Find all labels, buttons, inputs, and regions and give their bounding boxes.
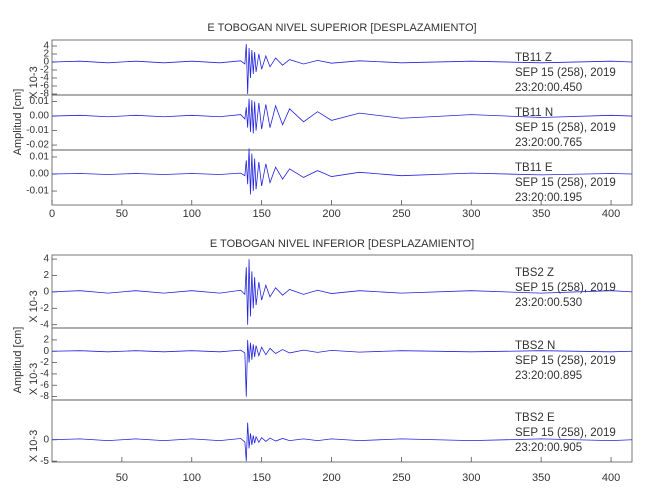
x-tick-label: 200 [322,472,340,484]
scale-label: X 10-3 [28,290,40,322]
trace-date: SEP 15 (258), 2019 [515,122,616,134]
trace-time: 23:20:00.905 [515,442,582,454]
x-tick-label: 250 [392,472,410,484]
x-tick-label: 50 [116,472,128,484]
x-tick-label: 100 [183,472,201,484]
y-tick-label: -2 [40,357,49,368]
y-tick-label: 0 [43,57,49,68]
waveform [51,98,633,134]
y-tick-label: 2 [43,49,49,60]
chart-title: E TOBOGAN NIVEL INFERIOR [DESPLAZAMIENTO… [210,238,474,250]
trace-date: SEP 15 (258), 2019 [515,355,616,367]
waveform [51,43,633,95]
x-tick-label: 300 [462,208,480,220]
y-tick-label: 4 [43,41,49,52]
x-tick-label: 150 [252,472,270,484]
y-tick-label: 2 [43,335,49,346]
y-tick-label: -6 [40,81,49,92]
y-tick-label: 0 [43,434,49,445]
trace-time: 23:20:00.450 [515,82,582,94]
y-tick-label: -8 [40,89,49,100]
x-tick-label: 150 [252,208,270,220]
trace-station: TBS2 Z [515,267,554,279]
y-tick-label: 0 [43,287,49,298]
x-tick-label: 100 [183,208,201,220]
trace-station: TB11 Z [515,52,552,64]
y-tick-label: 0.01 [30,152,50,163]
x-tick-label: 350 [532,472,550,484]
waveform [51,422,633,462]
y-tick-label: 0.00 [30,169,50,180]
y-axis-label: Amplitud [cm] [12,89,24,156]
waveform [51,259,633,325]
trace-time: 23:20:00.195 [515,192,582,204]
y-tick-label: -4 [40,369,49,380]
y-tick-label: 0.00 [30,111,50,122]
y-tick-label: -0.01 [26,186,49,197]
waveform [51,339,633,397]
panel-frame [51,399,633,463]
y-tick-label: -8 [40,391,49,402]
y-tick-label: -0.01 [26,125,49,136]
y-tick-label: -2 [40,65,49,76]
trace-date: SEP 15 (258), 2019 [515,67,616,79]
y-tick-label: -4 [40,73,49,84]
trace-time: 23:20:00.765 [515,137,582,149]
y-axis-label: Amplitud [cm] [12,327,24,394]
y-tick-label: -4 [40,319,49,330]
y-tick-label: 0 [43,346,49,357]
trace-station: TBS2 E [515,412,555,424]
x-tick-label: 0 [49,208,55,220]
y-tick-label: -5 [40,456,49,467]
scale-label: X 10-3 [28,66,40,98]
x-tick-label: 300 [462,472,480,484]
y-tick-label: -6 [40,380,49,391]
x-tick-label: 50 [116,208,128,220]
trace-date: SEP 15 (258), 2019 [515,282,616,294]
y-tick-label: 2 [43,270,49,281]
scale-label: X 10-3 [28,363,40,395]
trace-date: SEP 15 (258), 2019 [515,427,616,439]
x-tick-label: 400 [602,208,620,220]
chart-title: E TOBOGAN NIVEL SUPERIOR [DESPLAZAMIENTO… [207,22,476,34]
trace-date: SEP 15 (258), 2019 [515,177,616,189]
x-tick-label: 250 [392,208,410,220]
x-tick-label: 400 [602,472,620,484]
panel-frame [51,149,633,206]
trace-time: 23:20:00.530 [515,297,582,309]
y-tick-label: 0.01 [30,96,50,107]
x-tick-label: 200 [322,208,340,220]
trace-station: TB11 E [515,162,553,174]
y-tick-label: -2 [40,303,49,314]
x-tick-label: 350 [532,208,550,220]
y-tick-label: -0.02 [26,140,49,151]
scale-label: X 10-3 [28,430,40,462]
trace-time: 23:20:00.895 [515,370,582,382]
trace-station: TB11 N [515,107,553,119]
waveform [51,148,633,195]
trace-station: TBS2 N [515,340,555,352]
y-tick-label: 4 [43,254,49,265]
